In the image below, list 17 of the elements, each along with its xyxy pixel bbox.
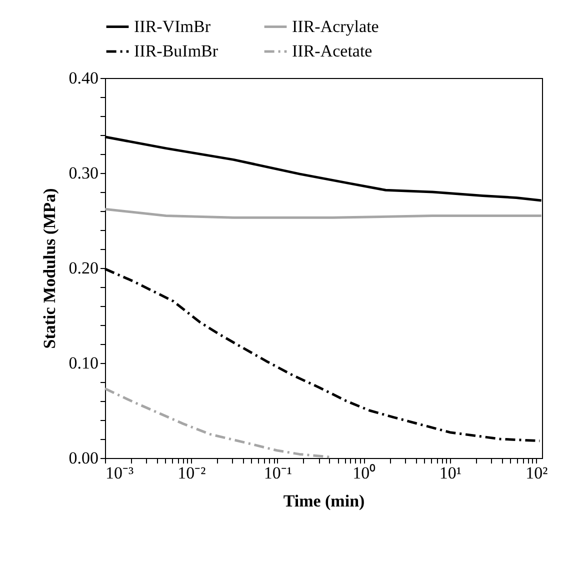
y-tick-label: 0.10 <box>68 354 98 372</box>
legend-label: IIR-VImBr <box>134 16 211 36</box>
x-axis-title: Time (min) <box>283 492 365 510</box>
y-tick-label: 0.00 <box>68 448 98 468</box>
y-tick-label: 0.40 <box>68 68 98 88</box>
x-tick-label: 10⁰ <box>352 464 376 482</box>
y-tick-label: 0.30 <box>68 164 98 182</box>
x-tick-label: 10¹ <box>439 464 462 482</box>
legend-label: IIR-BuImBr <box>134 42 218 60</box>
x-tick-label: 10² <box>526 464 548 482</box>
y-tick-label: 0.20 <box>68 258 98 278</box>
x-tick-label: 10⁻³ <box>106 464 134 482</box>
legend-label: IIR-Acrylate <box>292 16 379 36</box>
x-tick-label: 10⁻¹ <box>264 464 292 482</box>
legend-label: IIR-Acetate <box>292 42 372 60</box>
x-tick-label: 10⁻² <box>178 464 206 482</box>
y-axis-title: Static Modulus (MPa) <box>40 188 59 349</box>
